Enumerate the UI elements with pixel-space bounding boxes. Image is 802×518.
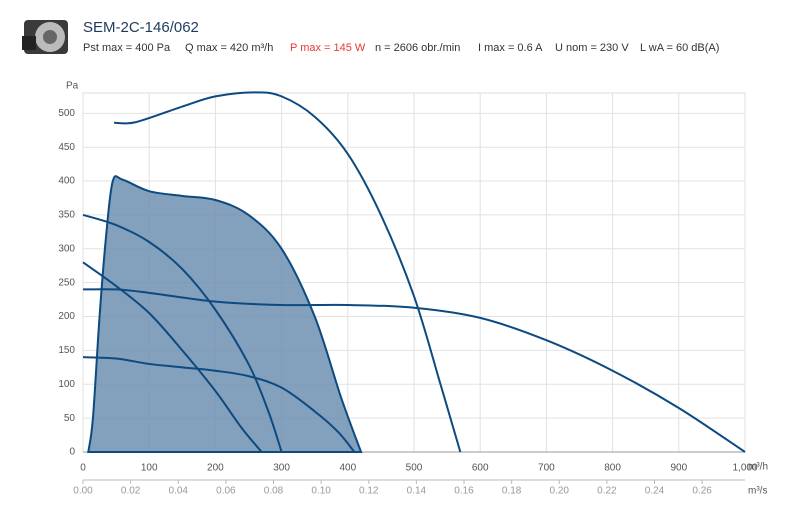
y-tick-label: 300 — [58, 243, 75, 254]
spec: Pst max = 400 Pa — [83, 42, 171, 54]
spec: L wA = 60 dB(A) — [640, 42, 719, 54]
spec: U nom = 230 V — [555, 42, 629, 54]
x2-tick-label: 0.10 — [311, 486, 331, 497]
y-tick-label: 250 — [58, 277, 75, 288]
x2-tick-label: 0.16 — [454, 486, 474, 497]
x-tick-label: 700 — [538, 463, 555, 474]
x2-tick-label: 0.02 — [121, 486, 141, 497]
x-tick-label: 200 — [207, 463, 224, 474]
area — [87, 175, 363, 453]
x-tick-label: 400 — [339, 463, 356, 474]
y-axis-label: Pa — [66, 81, 79, 92]
y-tick-label: 350 — [58, 210, 75, 221]
x2-tick-label: 0.14 — [407, 486, 427, 497]
spec: I max = 0.6 A — [478, 42, 543, 54]
spec: n = 2606 obr./min — [375, 42, 460, 54]
y-tick-label: 150 — [58, 345, 75, 356]
x2-tick-label: 0.20 — [550, 486, 570, 497]
y-tick-label: 50 — [64, 413, 76, 424]
x-axis-label: m³/h — [748, 462, 768, 473]
y-tick-label: 500 — [58, 108, 75, 119]
x-tick-label: 800 — [604, 463, 621, 474]
x-tick-label: 500 — [406, 463, 423, 474]
x2-tick-label: 0.12 — [359, 486, 379, 497]
curve — [82, 288, 746, 453]
x2-tick-label: 0.24 — [645, 486, 665, 497]
curve — [82, 213, 283, 453]
y-tick-label: 100 — [58, 379, 75, 390]
curve — [114, 91, 462, 453]
x2-axis-label: m³/s — [748, 486, 767, 497]
y-tick-label: 400 — [58, 176, 75, 187]
x2-tick-label: 0.08 — [264, 486, 284, 497]
fan-icon — [22, 20, 68, 54]
y-tick-label: 200 — [58, 311, 75, 322]
x-tick-label: 1,000 — [732, 463, 757, 474]
x2-tick-label: 0.22 — [597, 486, 617, 497]
curve — [82, 261, 263, 453]
x2-tick-label: 0.04 — [169, 486, 189, 497]
chart-title: SEM-2C-146/062 — [83, 19, 199, 36]
x-tick-label: 300 — [273, 463, 290, 474]
curve — [82, 356, 356, 453]
x2-tick-label: 0.00 — [73, 486, 93, 497]
x2-tick-label: 0.26 — [692, 486, 712, 497]
x-tick-label: 600 — [472, 463, 489, 474]
x2-tick-label: 0.18 — [502, 486, 522, 497]
y-tick-label: 450 — [58, 142, 75, 153]
spec: Q max = 420 m³/h — [185, 42, 273, 54]
y-tick-label: 0 — [69, 447, 75, 458]
x-tick-label: 0 — [80, 463, 86, 474]
x2-tick-label: 0.06 — [216, 486, 236, 497]
x-tick-label: 100 — [141, 463, 158, 474]
x-tick-label: 900 — [670, 463, 687, 474]
spec: P max = 145 W — [290, 42, 366, 54]
